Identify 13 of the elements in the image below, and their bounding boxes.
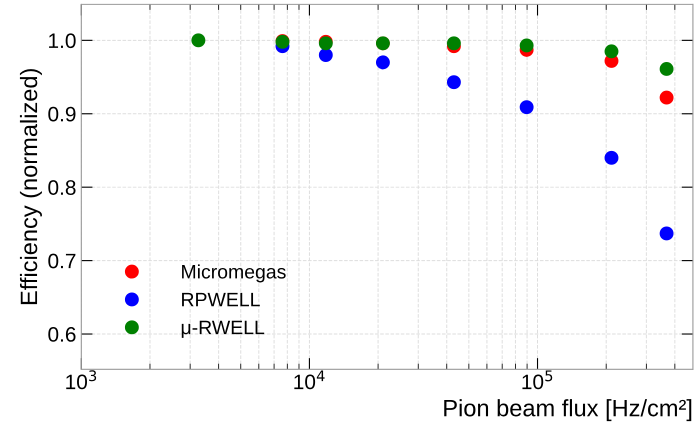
y-tick-label: 1.0 [49,33,76,48]
y-tick-label: 0.7 [48,254,76,268]
y-tick-label: 0.9 [48,106,76,122]
y-tick-label: 0.6 [48,327,76,342]
x-tick-label: 10$^{3}$ [66,370,96,390]
x-axis-title: Pion beam flux [Hz/cm²] [444,399,692,422]
legend-label: μ-RWELL [182,320,264,338]
x-tick-label: 10$^{4}$ [294,370,325,390]
legend-label: RPWELL [182,292,260,306]
y-tick-label: 0.8 [48,180,76,195]
legend-label: Micromegas [182,264,286,282]
x-tick-label: 10$^{5}$ [522,370,552,390]
y-axis-title: Efficiency (normalized) [20,69,42,304]
